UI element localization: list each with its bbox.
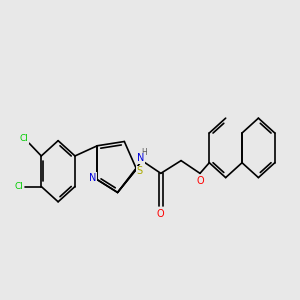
Text: N: N [89, 172, 96, 183]
Text: Cl: Cl [20, 134, 29, 143]
Text: O: O [157, 209, 165, 219]
Text: S: S [136, 166, 142, 176]
Text: Cl: Cl [15, 182, 24, 191]
Text: O: O [197, 176, 204, 186]
Text: N: N [137, 154, 144, 164]
Text: H: H [142, 148, 148, 158]
